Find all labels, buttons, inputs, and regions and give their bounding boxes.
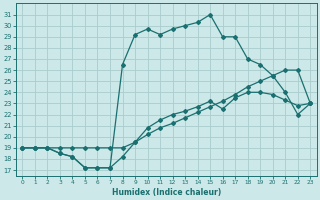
X-axis label: Humidex (Indice chaleur): Humidex (Indice chaleur) bbox=[112, 188, 221, 197]
